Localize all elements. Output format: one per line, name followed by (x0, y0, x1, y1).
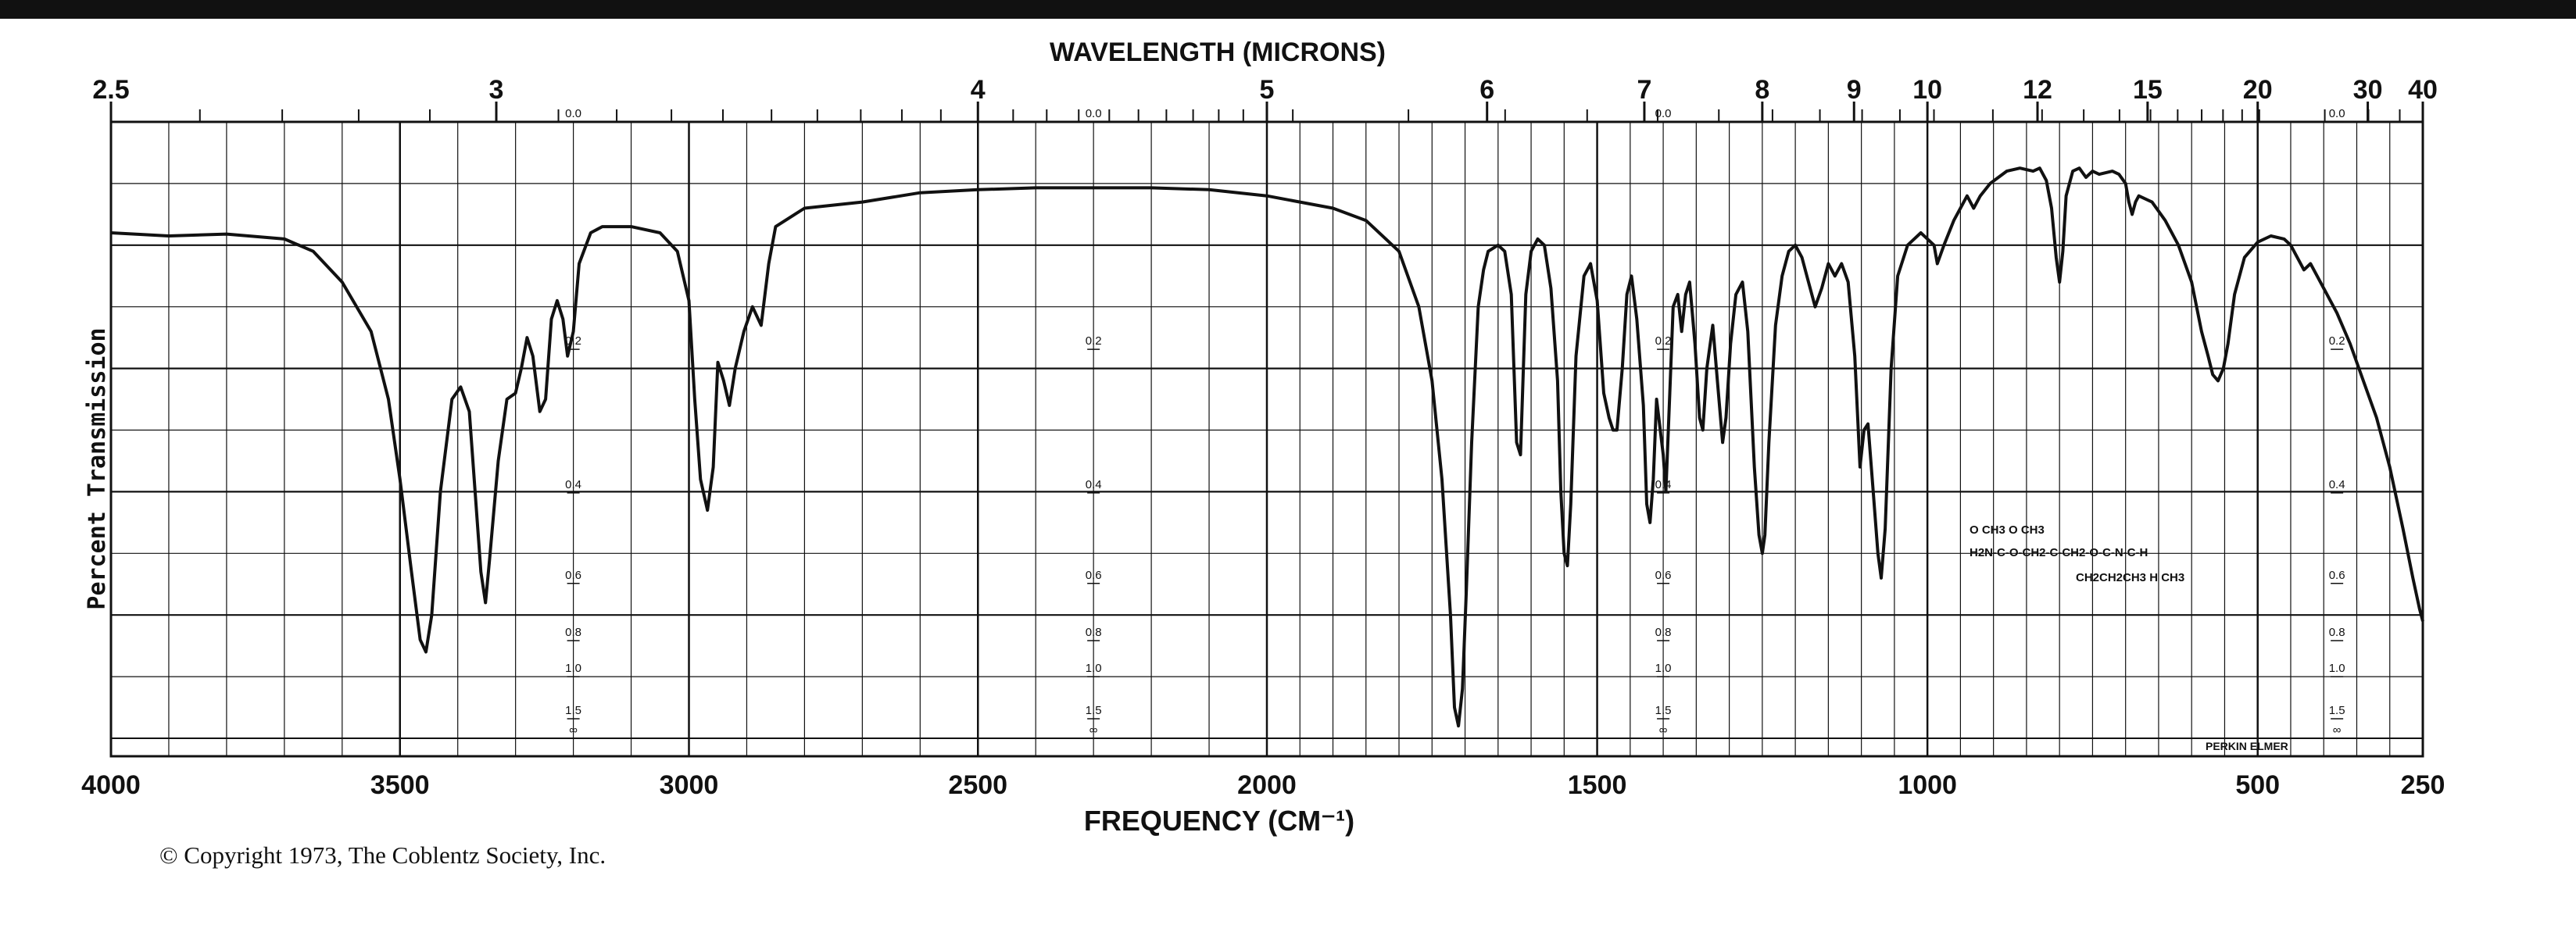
absorbance-scale-label: 0.6 (565, 569, 581, 582)
absorbance-scale-label: 0.4 (2329, 478, 2345, 491)
absorbance-scale-label: 0.8 (565, 626, 581, 639)
absorbance-scale-label: 0.2 (2329, 334, 2345, 348)
minor-gridlines (168, 122, 2391, 756)
frequency-tick-label: 250 (2401, 770, 2445, 800)
frequency-tick-label: 3500 (370, 770, 430, 800)
absorbance-scale-label: 0.6 (1655, 569, 1672, 582)
frequency-tick-label: 3000 (660, 770, 719, 800)
structure-line-3: CH2CH2CH3 H CH3 (2076, 571, 2184, 584)
wavelength-tick-label: 30 (2353, 75, 2383, 105)
frequency-tick-label: 500 (2235, 770, 2280, 800)
absorbance-scale-label: 0.2 (1086, 334, 1102, 348)
wavelength-tick-label: 5 (1260, 75, 1275, 105)
absorbance-scale-label: ∞ (1659, 723, 1668, 737)
absorbance-scales: 0.0 0.2 0.4 0.6 0.8 1.0 1.5 ∞ 0.0 0.2 0.4 0.6 0.8 1.0… (565, 107, 2345, 739)
wavelength-tick-label: 8 (1755, 75, 1769, 105)
wavelength-axis-title: WAVELENGTH (MICRONS) (1050, 38, 1386, 67)
absorbance-scale-label: 1.0 (565, 662, 581, 675)
frequency-axis-title: FREQUENCY (CM⁻¹) (1084, 805, 1354, 837)
absorbance-scale-label: 1.5 (1086, 704, 1102, 717)
wavelength-tick-label: 12 (2023, 75, 2052, 105)
absorbance-scale-label: 1.0 (1655, 662, 1672, 675)
absorbance-scale-label: 0.4 (1086, 478, 1102, 491)
absorbance-scale-label: 0.6 (1086, 569, 1102, 582)
absorbance-scale-label: 0.2 (1655, 334, 1672, 348)
absorbance-scale-label: 0.6 (2329, 569, 2345, 582)
absorbance-scale-label: 0.0 (1086, 107, 1102, 120)
absorbance-scale-label: 0.8 (1655, 626, 1672, 639)
wavelength-tick-label: 40 (2408, 75, 2438, 105)
structure-line-2: H2N-C-O-CH2-C-CH2-O-C-N-C-H (1970, 546, 2148, 559)
perkin-elmer-label: PERKIN ELMER (2206, 740, 2288, 752)
spectrum-line (110, 166, 2424, 728)
absorbance-scale-label: 0.8 (1086, 626, 1102, 639)
transmission-axis-title: Percent Transmission (84, 327, 111, 609)
molecular-structure: O CH3 O CH3 H2N-C-O-CH2-C-CH2-O-C-N-C-H … (1970, 523, 2184, 584)
wavelength-tick-label: 4 (971, 75, 986, 105)
wavelength-tick-label: 7 (1637, 75, 1651, 105)
wavelength-tick-label: 10 (1912, 75, 1942, 105)
absorbance-scale-label: 1.0 (1086, 662, 1102, 675)
wavelength-tick-marks (109, 102, 2424, 122)
wavelength-tick-label: 6 (1479, 75, 1494, 105)
absorbance-scale-label: 0.4 (565, 478, 581, 491)
wavelength-tick-label: 2.5 (92, 75, 129, 105)
frequency-tick-label: 4000 (81, 770, 141, 800)
absorbance-scale-label: 0.0 (1655, 107, 1672, 120)
frequency-tick-labels: 4000 3500 3000 2500 2000 1500 1000 500 250 (81, 770, 2445, 800)
absorbance-scale-label: ∞ (2333, 723, 2342, 737)
frequency-tick-label: 1500 (1568, 770, 1627, 800)
wavelength-tick-label: 15 (2133, 75, 2163, 105)
absorbance-scale-label: ∞ (1089, 723, 1098, 737)
frequency-tick-label: 2000 (1237, 770, 1297, 800)
wavelength-tick-label: 9 (1847, 75, 1862, 105)
absorbance-scale-label: 0.8 (2329, 626, 2345, 639)
wavelength-tick-label: 20 (2243, 75, 2273, 105)
frequency-tick-label: 1000 (1898, 770, 1957, 800)
absorbance-scale-label: 1.5 (1655, 704, 1672, 717)
copyright-notice: © Copyright 1973, The Coblentz Society, … (159, 841, 606, 869)
absorbance-scale-label: ∞ (569, 723, 578, 737)
absorbance-scale-label: 0.0 (565, 107, 581, 120)
absorbance-scale-label: 0.4 (1655, 478, 1672, 491)
frequency-tick-label: 2500 (948, 770, 1007, 800)
structure-line-1: O CH3 O CH3 (1970, 523, 2045, 537)
absorbance-scale-label: 1.5 (565, 704, 581, 717)
wavelength-tick-labels: 2.5 3 4 5 6 7 8 9 10 12 15 20 30 40 (92, 75, 2438, 105)
absorbance-scale-label: 1.5 (2329, 704, 2345, 717)
wavelength-tick-label: 3 (489, 75, 504, 105)
absorbance-scale-label: 1.0 (2329, 662, 2345, 675)
top-black-bar (0, 0, 2576, 19)
absorbance-scale-label: 0.0 (2329, 107, 2345, 120)
